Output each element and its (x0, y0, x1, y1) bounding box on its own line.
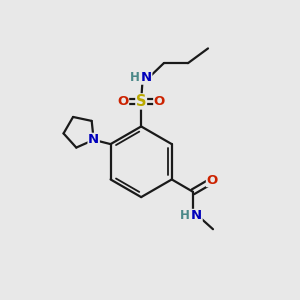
Text: N: N (88, 133, 99, 146)
Text: H: H (130, 71, 139, 84)
Text: O: O (117, 95, 128, 108)
Text: N: N (191, 209, 202, 223)
Text: O: O (154, 95, 165, 108)
Text: H: H (180, 209, 190, 223)
Text: S: S (136, 94, 146, 109)
Text: N: N (141, 71, 152, 84)
Text: O: O (206, 173, 218, 187)
